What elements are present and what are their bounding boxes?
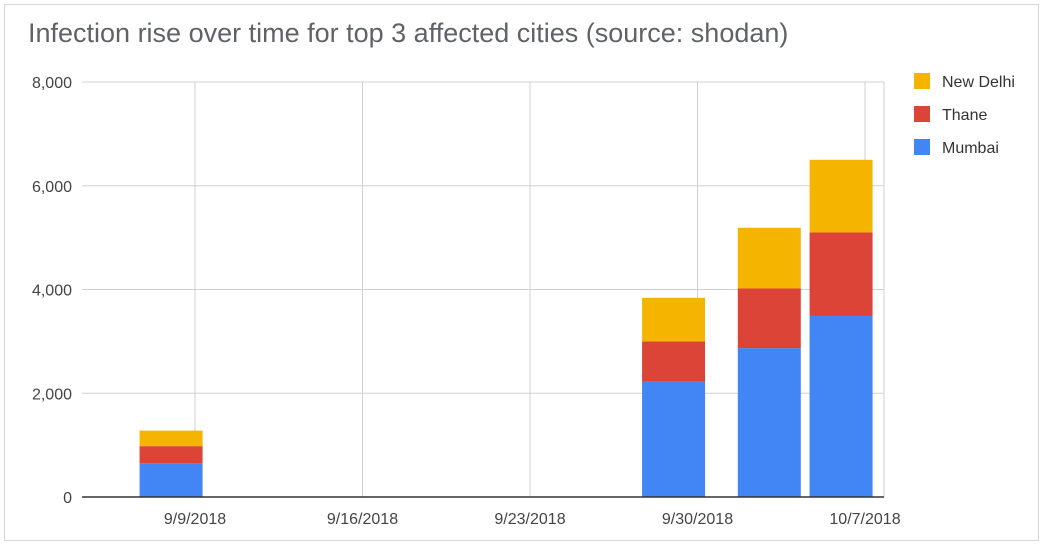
- bar-new-delhi: [139, 430, 203, 447]
- bar-thane: [642, 341, 706, 382]
- bar-mumbai: [809, 315, 873, 497]
- legend-label: Mumbai: [942, 140, 999, 157]
- legend: New Delhi Thane Mumbai: [914, 73, 1015, 157]
- bar-mumbai: [139, 463, 203, 497]
- bars: [139, 159, 873, 497]
- gridlines: [82, 81, 885, 497]
- bar-mumbai: [642, 381, 706, 497]
- bar-mumbai: [737, 348, 801, 497]
- x-tick-label: 10/7/2018: [829, 511, 900, 528]
- chart-title: Infection rise over time for top 3 affec…: [28, 18, 789, 48]
- legend-swatch: [914, 106, 930, 122]
- y-tick-label: 2,000: [32, 386, 72, 403]
- y-tick-label: 8,000: [32, 75, 72, 92]
- bar-thane: [139, 446, 203, 464]
- y-tick-label: 6,000: [32, 179, 72, 196]
- x-tick-label: 9/23/2018: [494, 511, 565, 528]
- y-tick-label: 0: [63, 490, 72, 507]
- y-tick-labels: 0 2,000 4,000 6,000 8,000: [32, 75, 72, 507]
- bar-thane: [737, 288, 801, 349]
- x-tick-label: 9/9/2018: [164, 511, 226, 528]
- legend-label: New Delhi: [942, 74, 1015, 91]
- legend-swatch: [914, 73, 930, 89]
- y-tick-label: 4,000: [32, 283, 72, 300]
- x-tick-label: 9/16/2018: [327, 511, 398, 528]
- x-tick-label: 9/30/2018: [662, 511, 733, 528]
- legend-label: Thane: [942, 107, 987, 124]
- x-tick-labels: 9/9/2018 9/16/2018 9/23/2018 9/30/2018 10/7/…: [164, 511, 901, 528]
- bar-new-delhi: [809, 159, 873, 233]
- bar-new-delhi: [642, 297, 706, 342]
- bar-new-delhi: [737, 227, 801, 289]
- legend-swatch: [914, 139, 930, 155]
- bar-thane: [809, 232, 873, 316]
